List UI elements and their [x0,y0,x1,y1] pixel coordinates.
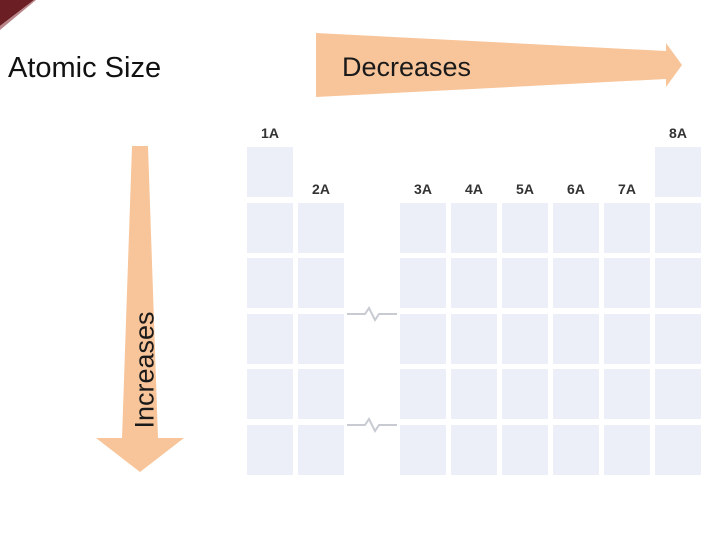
arrow-right-icon [316,33,682,97]
element-cell [451,258,497,308]
element-cell [247,202,293,253]
arrow-down-icon [96,146,184,472]
element-cell [553,258,599,308]
element-cell [400,202,446,253]
element-cell [298,424,344,475]
element-cell [298,313,344,364]
element-cell [400,313,446,364]
element-cell [247,369,293,419]
group-label-1a: 1A [261,125,279,141]
group-label-7a: 7A [618,180,636,197]
group-label-2a: 2A [312,180,330,197]
element-cell [451,202,497,253]
element-cell [502,202,548,253]
element-cell [451,424,497,475]
element-cell [655,202,701,253]
group-label-6a: 6A [567,180,585,197]
element-cell [604,258,650,308]
element-cell [247,313,293,364]
table-break-icon [347,416,397,433]
element-cell [247,424,293,475]
group-label-8a: 8A [669,125,687,141]
element-cell [655,313,701,364]
element-cell [655,258,701,308]
element-cell [604,369,650,419]
element-cell [604,313,650,364]
element-cell [400,369,446,419]
table-break-icon [347,305,397,322]
corner-wedge-icon [0,0,36,30]
element-cell [502,313,548,364]
page-title: Atomic Size [8,52,162,84]
element-cell [247,258,293,308]
element-cell [502,258,548,308]
decreases-label: Decreases [342,52,472,82]
element-cell [502,424,548,475]
group-label-3a: 3A [414,180,432,197]
element-cell [655,147,701,197]
element-cell [298,258,344,308]
element-cell [502,369,548,419]
element-cell [604,202,650,253]
element-cell [451,313,497,364]
element-cell [451,369,497,419]
element-cell [655,424,701,475]
element-cell [247,147,293,197]
element-cell [553,313,599,364]
element-cell [553,424,599,475]
element-cell [298,369,344,419]
element-cell [553,202,599,253]
element-cell [298,202,344,253]
element-cell [400,258,446,308]
element-cell [655,369,701,419]
group-label-4a: 4A [465,180,483,197]
element-cell [400,424,446,475]
group-label-5a: 5A [516,180,534,197]
element-cell [604,424,650,475]
element-cell [553,369,599,419]
